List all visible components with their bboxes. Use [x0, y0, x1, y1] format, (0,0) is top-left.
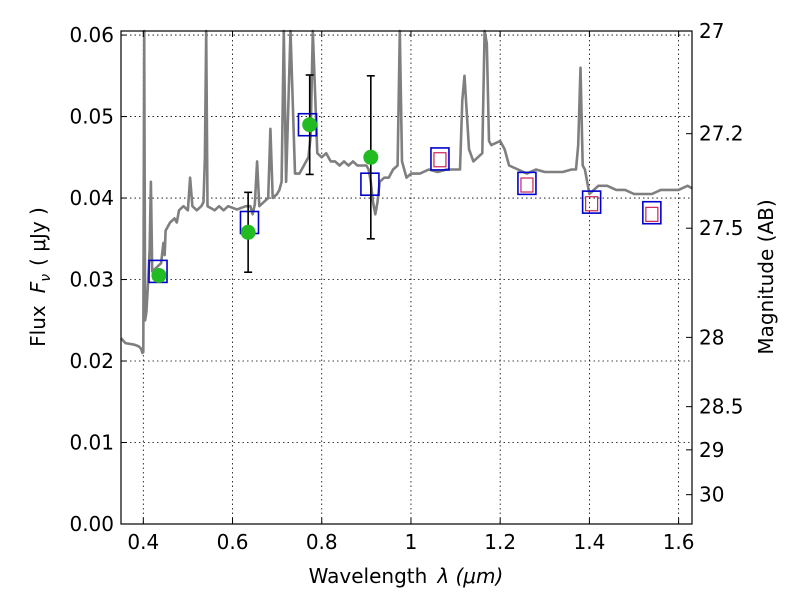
observed-point [302, 117, 318, 133]
grid [121, 31, 692, 525]
model-band-box [430, 147, 450, 171]
y2-tick-label: 27 [699, 19, 724, 43]
y2-axis-label: Magnitude (AB) [754, 199, 778, 354]
x-tick-label: 0.8 [306, 530, 338, 554]
y-tick-label: 0.01 [69, 431, 114, 455]
model-band-box [581, 190, 602, 214]
x-axis-label: Wavelength λ (μm) [309, 564, 504, 588]
y-tick-label: 0.05 [69, 105, 114, 129]
y-tick-label: 0.04 [69, 186, 114, 210]
observed-photometry [151, 74, 379, 283]
y-axis-label: FluxFν( μJy ) [26, 207, 54, 347]
y-tick-label: 0.03 [69, 268, 114, 292]
y2-tick-label: 28 [699, 325, 724, 349]
model-band-box [360, 172, 380, 196]
model-band-box [517, 171, 537, 196]
y2-tick-label: 29 [699, 438, 724, 462]
y-tick-label: 0.06 [69, 23, 114, 47]
spectrum-line [120, 29, 693, 355]
x-tick-label: 1 [405, 530, 418, 554]
observed-point [151, 267, 167, 283]
y-tick-label: 0.02 [69, 349, 114, 373]
y2-tick-label: 28.5 [699, 395, 744, 419]
inner-band-box [645, 206, 659, 222]
axis-ticks: 0.4 0.6 0.8 1 1.2 1.4 1.6 0.00 0.01 0.02 0.03 0.04 0… [69, 19, 743, 554]
x-tick-label: 0.6 [217, 530, 249, 554]
inner-band-box [520, 177, 534, 193]
model-band-box [642, 200, 662, 225]
inner-band-box [433, 152, 447, 168]
x-tick-label: 0.4 [127, 530, 159, 554]
x-tick-label: 1.2 [484, 530, 516, 554]
y2-tick-label: 30 [699, 483, 724, 507]
observed-point [363, 149, 379, 165]
y2-tick-label: 27.5 [699, 216, 744, 240]
inner-band-box [585, 196, 599, 212]
x-tick-label: 1.4 [573, 530, 605, 554]
model-spectrum [120, 29, 693, 355]
x-tick-label: 1.6 [663, 530, 695, 554]
observed-point [240, 224, 256, 240]
y2-tick-label: 27.2 [699, 122, 744, 146]
plot-frame [120, 30, 693, 525]
y-tick-label: 0.00 [69, 512, 114, 536]
